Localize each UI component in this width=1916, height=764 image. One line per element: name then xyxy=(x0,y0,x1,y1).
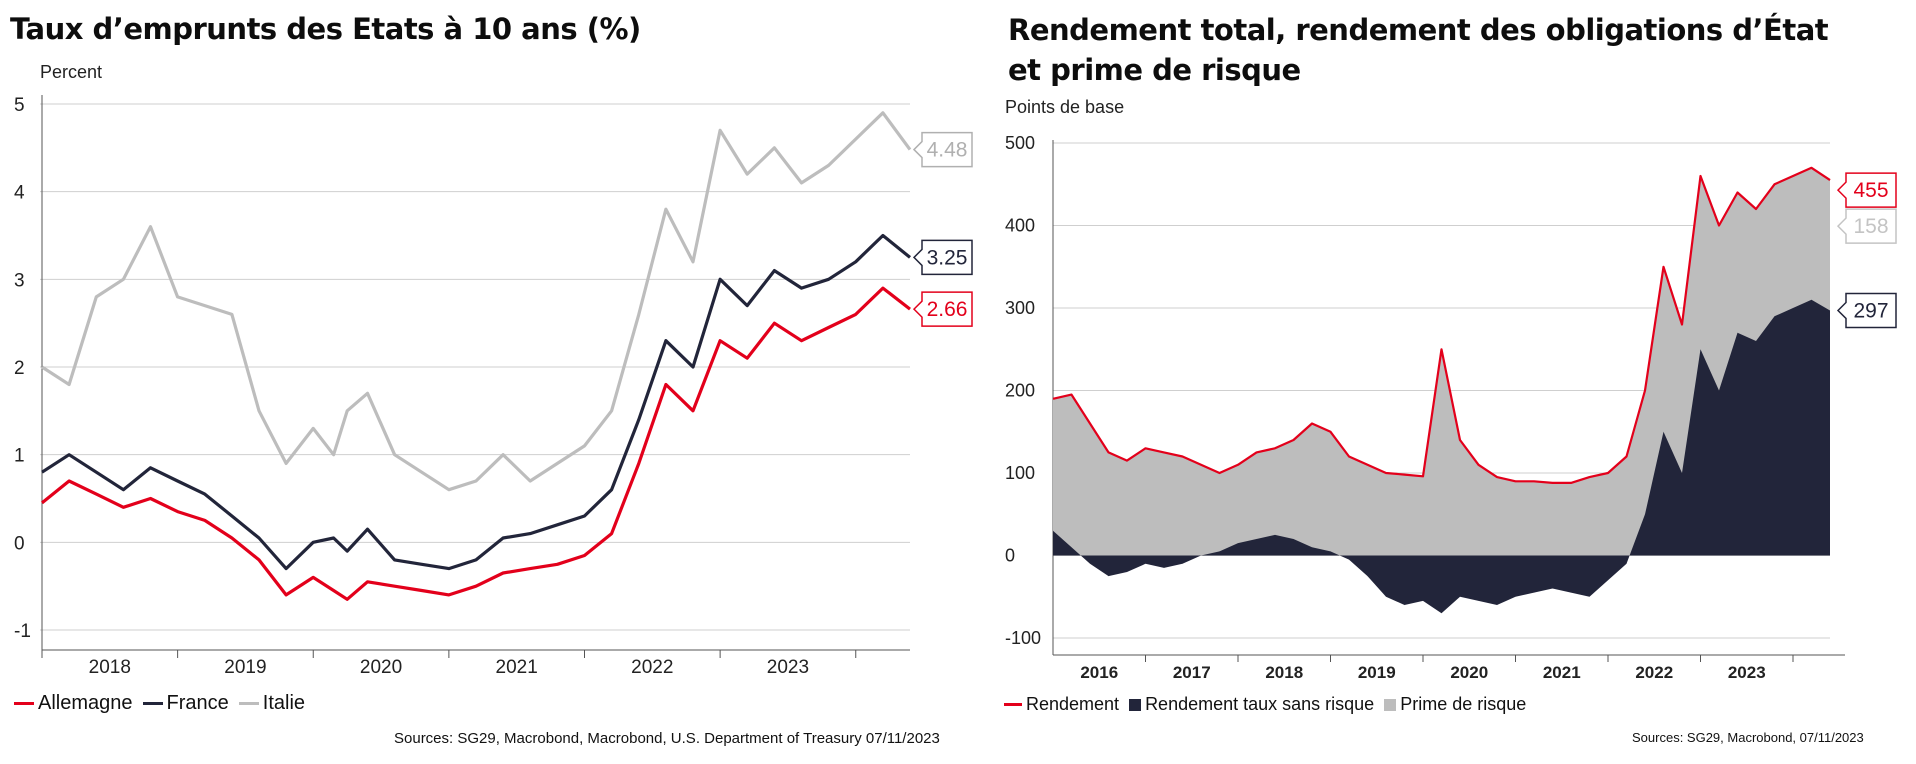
legend-swatch xyxy=(1129,698,1142,711)
end-value-tag-allemagne-box xyxy=(912,291,973,327)
left-y-tick-label: -1 xyxy=(14,621,31,642)
area-prime-de-risque xyxy=(1053,167,1830,556)
left-source-note: Sources: SG29, Macrobond, Macrobond, U.S… xyxy=(394,730,940,747)
right-x-tick-label: 2021 xyxy=(1543,663,1581,682)
right-y-unit-label: Points de base xyxy=(1005,97,1125,117)
right-x-tick-label: 2019 xyxy=(1358,663,1396,682)
right-title-line1: Rendement total, rendement des obligatio… xyxy=(1008,13,1829,47)
legend-label: Rendement xyxy=(1026,694,1120,714)
right-x-tick-label: 2016 xyxy=(1080,663,1118,682)
end-value-tag-rendement-taux-sans-risque: 297 xyxy=(1836,292,1897,329)
left-y-tick-label: 1 xyxy=(14,446,25,467)
right-y-tick-label: 500 xyxy=(1005,133,1035,153)
right-y-tick-label: 0 xyxy=(1005,546,1015,566)
right-y-tick-label: 300 xyxy=(1005,298,1035,318)
legend-label: Italie xyxy=(262,692,306,714)
right-y-tick-label: 400 xyxy=(1005,216,1035,236)
legend-item-prime-de-risque: Prime de risque xyxy=(1384,694,1526,715)
end-value-tag-allemagne: 2.66 xyxy=(912,291,973,327)
left-y-tick-label: 2 xyxy=(14,358,25,379)
legend-swatch xyxy=(1384,698,1397,711)
legend-swatch xyxy=(1004,703,1022,706)
left-x-tick-label: 2021 xyxy=(496,657,538,678)
left-x-tick-label: 2023 xyxy=(767,657,809,678)
end-value-tag-italie-label: 4.48 xyxy=(927,139,968,162)
end-value-tag-prime-de-risque-label: 158 xyxy=(1853,215,1888,238)
right-title-line2: et prime de risque xyxy=(1008,53,1301,87)
end-value-tag-rendement-taux-sans-risque-box xyxy=(1836,292,1897,329)
legend-item-rendement-taux-sans-risque: Rendement taux sans risque xyxy=(1129,694,1374,715)
legend-label: Prime de risque xyxy=(1400,694,1527,714)
area-rendement-taux-sans-risque xyxy=(1053,299,1830,614)
legend-item-france: France xyxy=(142,692,229,715)
right-source-note: Sources: SG29, Macrobond, 07/11/2023 xyxy=(1632,730,1864,745)
legend-item-rendement: Rendement xyxy=(1004,694,1119,715)
right-legend: Rendement Rendement taux sans risque Pri… xyxy=(1004,694,1536,715)
left-x-tick-label: 2019 xyxy=(224,657,266,678)
left-y-tick-label: 0 xyxy=(14,533,25,554)
right-x-tick-label: 2017 xyxy=(1173,663,1211,682)
right-x-tick-label: 2022 xyxy=(1635,663,1673,682)
left-x-tick-label: 2018 xyxy=(89,657,131,678)
legend-label: France xyxy=(166,692,229,714)
right-x-tick-label: 2023 xyxy=(1728,663,1766,682)
series-line-france xyxy=(41,233,912,571)
left-x-tick-label: 2020 xyxy=(360,657,402,678)
series-line-allemagne xyxy=(40,286,911,601)
end-value-tag-france-label: 3.25 xyxy=(927,246,968,269)
right-y-tick-label: 200 xyxy=(1005,381,1035,401)
end-value-tag-italie: 4.48 xyxy=(912,131,973,168)
end-value-tag-allemagne-label: 2.66 xyxy=(927,298,968,321)
end-value-tag-france-box xyxy=(912,239,973,276)
end-value-tag-rendement-taux-sans-risque-label: 297 xyxy=(1853,299,1888,322)
right-y-tick-label: 100 xyxy=(1005,463,1035,483)
right-chart-title: Rendement total, rendement des obligatio… xyxy=(1008,10,1888,90)
legend-swatch xyxy=(14,702,34,705)
series-line-italie xyxy=(41,111,912,492)
right-x-tick-label: 2020 xyxy=(1450,663,1488,682)
end-value-tag-rendement: 455 xyxy=(1836,172,1897,208)
end-value-tag-france: 3.25 xyxy=(912,239,973,276)
end-value-tag-prime-de-risque: 158 xyxy=(1836,208,1897,244)
left-y-tick-label: 5 xyxy=(14,95,25,116)
left-x-tick-label: 2022 xyxy=(631,657,673,678)
end-value-tag-rendement-box xyxy=(1836,172,1897,208)
legend-swatch xyxy=(142,702,163,705)
left-chart-title: Taux d’emprunts des Etats à 10 ans (%) xyxy=(10,12,641,46)
left-y-unit-label: Percent xyxy=(40,62,103,82)
legend-item-allemagne: Allemagne xyxy=(14,692,133,715)
left-y-tick-label: 4 xyxy=(14,183,25,204)
left-legend: Allemagne France Italie xyxy=(14,692,315,715)
legend-label: Allemagne xyxy=(38,692,133,714)
end-value-tag-rendement-label: 455 xyxy=(1853,179,1888,202)
right-x-tick-label: 2018 xyxy=(1265,663,1303,682)
end-value-tag-prime-de-risque-box xyxy=(1836,208,1897,244)
legend-item-italie: Italie xyxy=(238,692,306,715)
legend-label: Rendement taux sans risque xyxy=(1145,694,1375,714)
end-value-tag-italie-box xyxy=(912,131,973,168)
legend-swatch xyxy=(238,702,259,705)
right-y-tick-label: -100 xyxy=(1005,628,1041,648)
left-y-tick-label: 3 xyxy=(14,270,25,291)
